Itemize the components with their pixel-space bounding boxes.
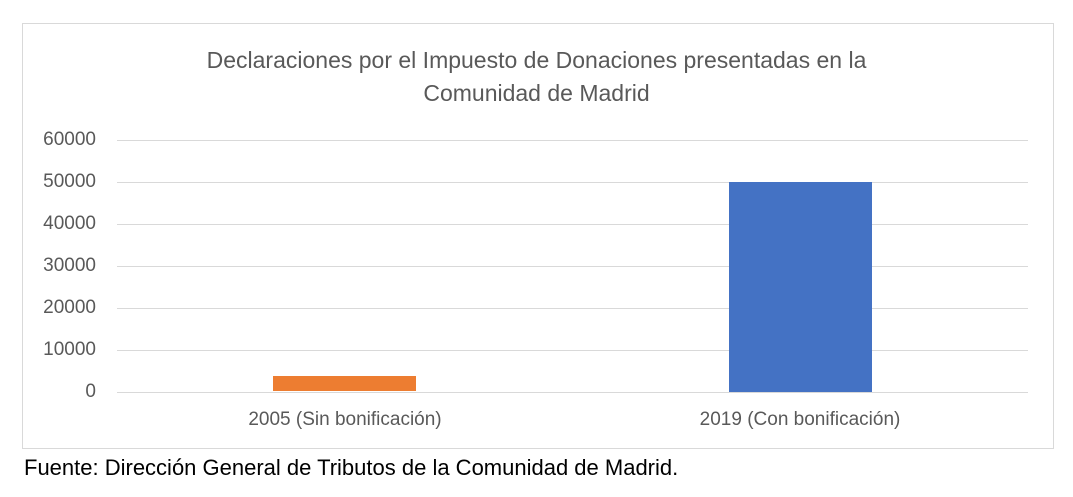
bar-2019 — [728, 181, 872, 392]
y-tick-label: 40000 — [43, 212, 96, 234]
chart-title: Declaraciones por el Impuesto de Donacio… — [0, 44, 1073, 110]
chart-frame — [22, 23, 1054, 449]
source-caption: Fuente: Dirección General de Tributos de… — [24, 455, 679, 480]
gridline — [117, 350, 1028, 351]
y-tick-label: 60000 — [43, 128, 96, 150]
chart-title-line-2: Comunidad de Madrid — [423, 80, 650, 106]
chart-title-line-1: Declaraciones por el Impuesto de Donacio… — [206, 47, 867, 73]
gridline — [117, 308, 1028, 309]
gridline — [117, 224, 1028, 225]
y-tick-label: 50000 — [43, 170, 96, 192]
gridline — [117, 182, 1028, 183]
bar-2005 — [273, 375, 417, 392]
y-tick-label: 0 — [85, 380, 96, 402]
gridline — [117, 392, 1028, 393]
y-tick-label: 20000 — [43, 296, 96, 318]
gridline — [117, 140, 1028, 141]
x-category-label-2019: 2019 (Con bonificación) — [699, 409, 901, 430]
y-tick-label: 10000 — [43, 338, 96, 360]
gridline — [117, 266, 1028, 267]
y-tick-label: 30000 — [43, 254, 96, 276]
x-category-label-2005: 2005 (Sin bonificación) — [248, 409, 442, 430]
